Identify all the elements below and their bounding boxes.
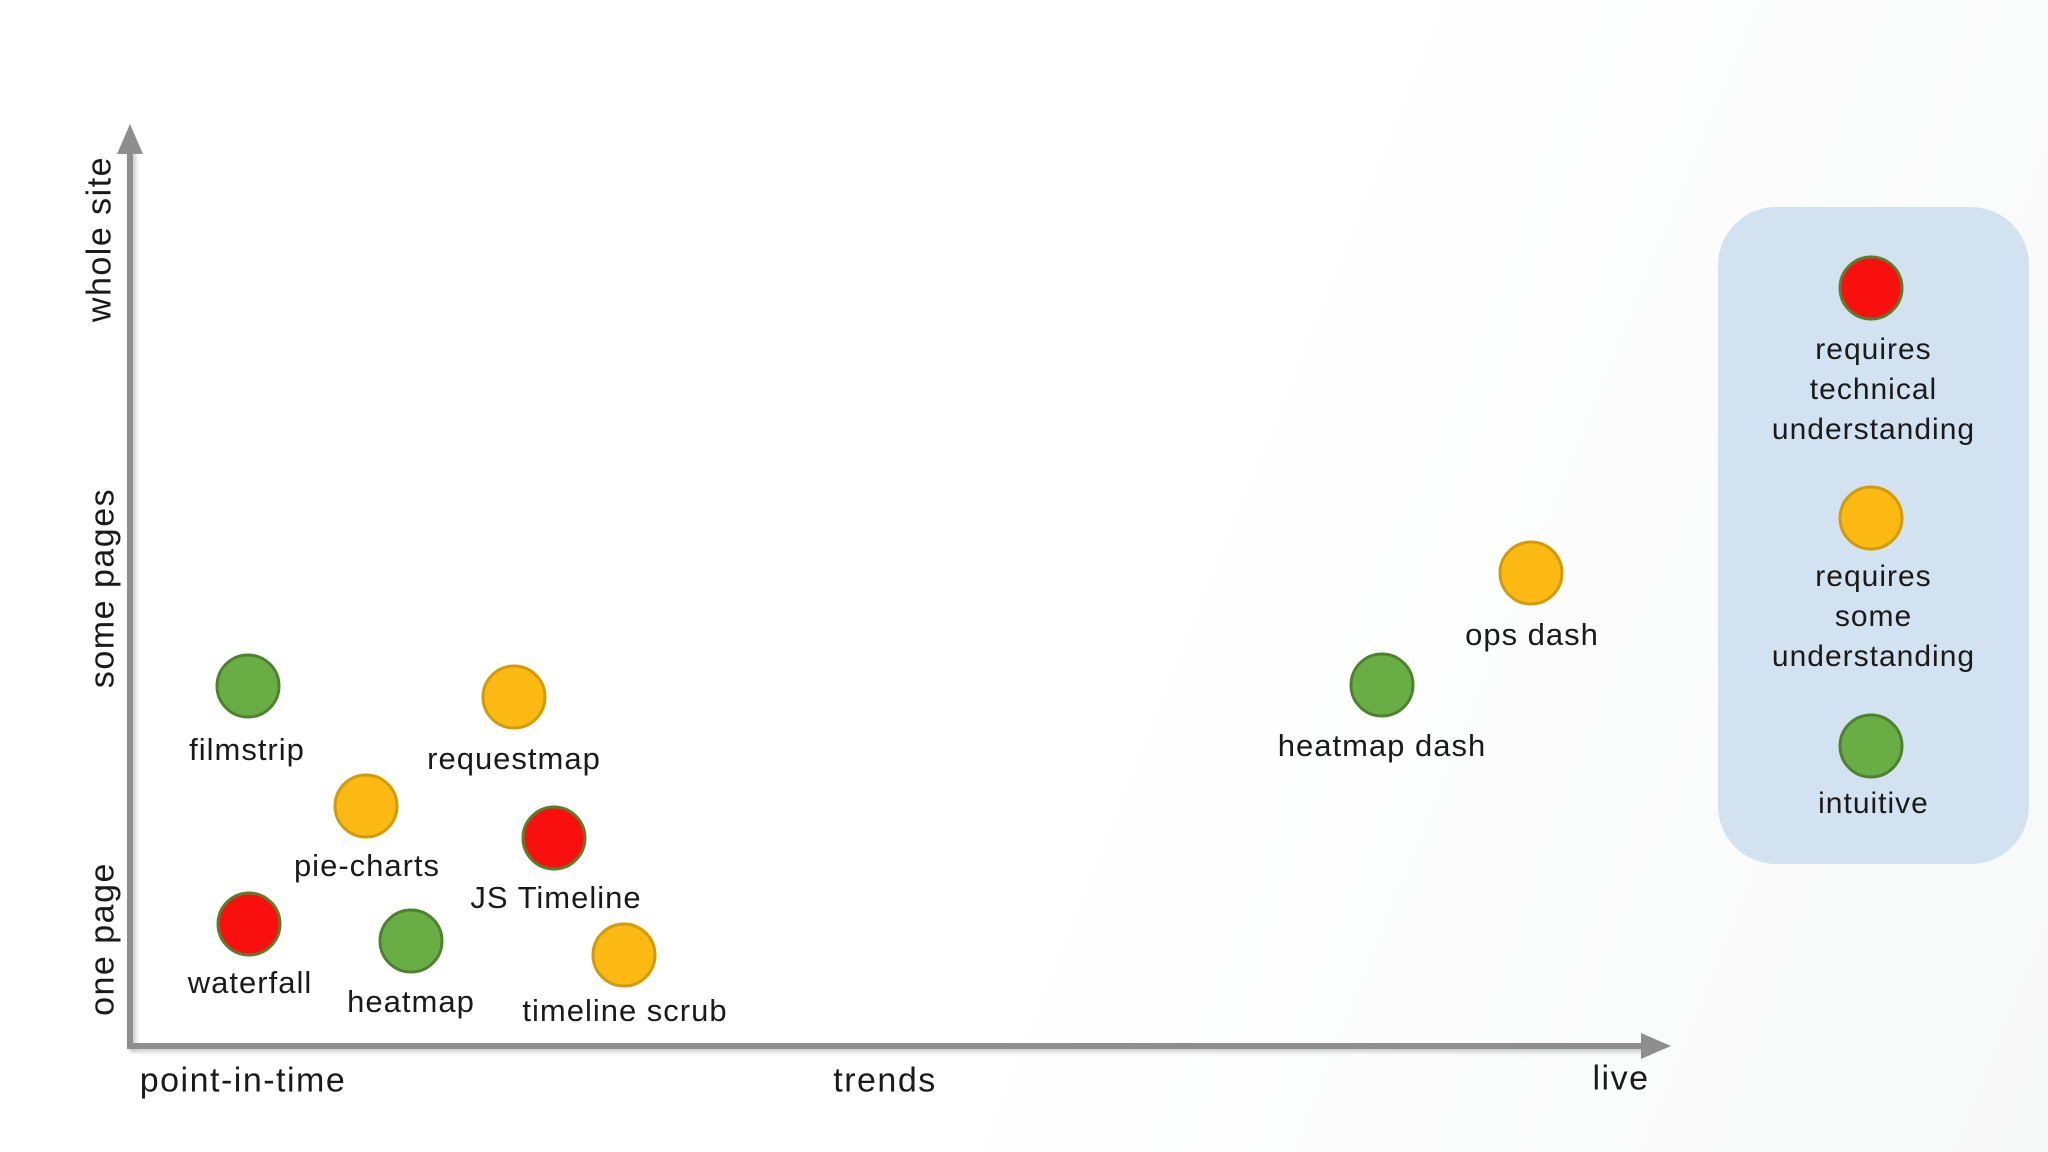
data-point-label-waterfall: waterfall	[187, 965, 313, 1000]
legend-label-requires-some-understanding: requires some understanding	[1771, 560, 1976, 673]
x-tick-label-trends: trends	[833, 1061, 937, 1100]
data-point-timeline-scrub	[591, 922, 657, 988]
data-point-filmstrip	[215, 653, 281, 719]
data-point-label-timeline-scrub: timeline scrub	[522, 993, 728, 1028]
data-point-label-heatmap: heatmap	[347, 984, 475, 1019]
data-point-ops-dash	[1498, 540, 1564, 606]
legend-label-intuitive: intuitive	[1818, 787, 1929, 820]
legend-label-requires-technical-understanding: requires technical understanding	[1771, 333, 1976, 446]
data-point-label-pie-charts: pie-charts	[293, 848, 441, 883]
legend-swatch-red	[1838, 255, 1904, 321]
data-point-label-ops-dash: ops dash	[1465, 617, 1599, 652]
data-point-label-heatmap-dash: heatmap dash	[1277, 728, 1487, 763]
y-axis-arrow-icon	[117, 124, 143, 154]
y-tick-label-some-pages: some pages	[83, 487, 122, 689]
data-point-requestmap	[481, 664, 547, 730]
data-point-heatmap	[378, 908, 444, 974]
x-axis-line	[127, 1043, 1643, 1049]
data-point-pie-charts	[333, 773, 399, 839]
data-point-label-js-timeline: JS Timeline	[470, 880, 642, 915]
y-tick-label-whole-site: whole site	[80, 155, 119, 323]
data-point-label-filmstrip: filmstrip	[189, 732, 305, 767]
data-point-label-requestmap: requestmap	[427, 741, 601, 776]
legend-swatch-green	[1838, 713, 1904, 779]
y-axis-line	[127, 150, 133, 1046]
data-point-heatmap-dash	[1349, 652, 1415, 718]
legend-swatch-yellow	[1838, 485, 1904, 551]
x-axis-arrow-icon	[1641, 1033, 1671, 1059]
y-tick-label-one-page: one page	[83, 862, 122, 1016]
data-point-js-timeline	[521, 805, 587, 871]
legend: requires technical understanding require…	[1718, 207, 2029, 864]
data-point-waterfall	[216, 891, 282, 957]
x-tick-label-live: live	[1592, 1059, 1650, 1098]
x-tick-label-point-in-time: point-in-time	[139, 1061, 347, 1100]
